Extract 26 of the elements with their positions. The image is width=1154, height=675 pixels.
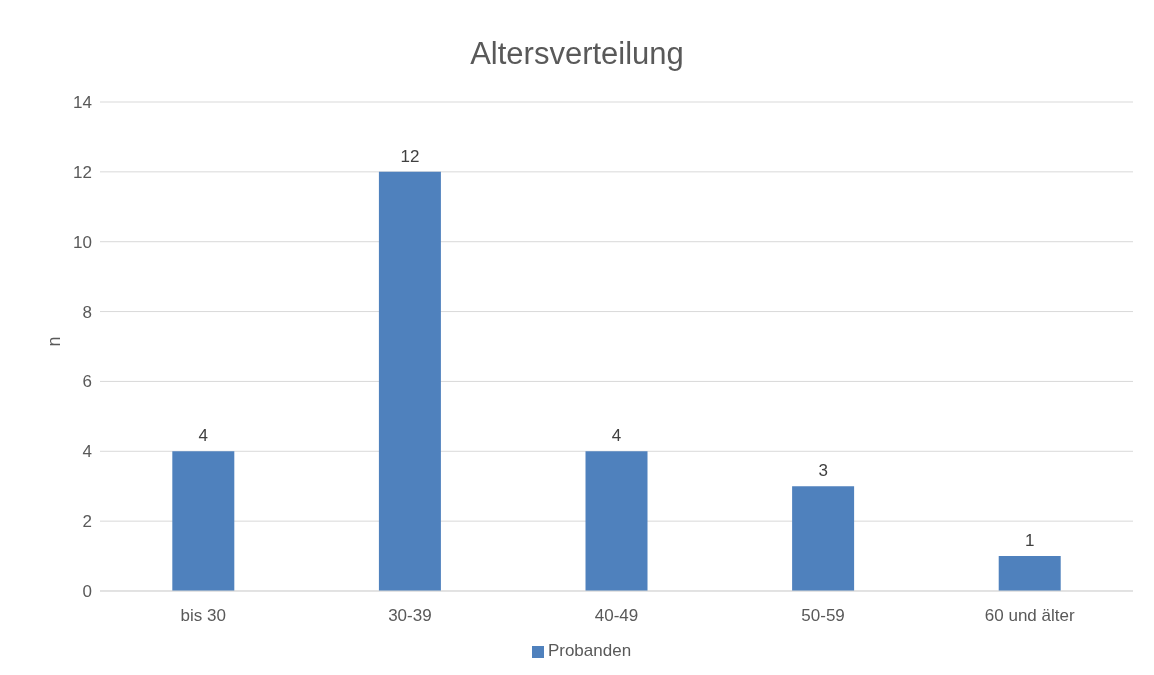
bar: [998, 556, 1061, 591]
data-label: 12: [400, 146, 420, 166]
x-tick-label: bis 30: [180, 606, 226, 626]
data-label: 4: [198, 426, 209, 446]
x-tick-label: 60 und älter: [984, 606, 1075, 626]
legend-label: Probanden: [547, 641, 632, 660]
x-tick-label: 50-59: [801, 606, 845, 626]
y-tick-label: 14: [73, 93, 92, 113]
y-tick-label: 6: [82, 372, 92, 392]
bar: [585, 451, 648, 591]
y-tick-label: 8: [82, 302, 92, 322]
y-tick-label: 10: [73, 232, 92, 252]
chart-title: Altersverteilung: [469, 36, 685, 72]
y-axis-title: n: [44, 336, 65, 347]
y-tick-label: 4: [82, 442, 92, 462]
bar: [792, 486, 855, 591]
data-label: 4: [611, 426, 622, 446]
y-tick-label: 12: [73, 162, 92, 182]
x-tick-label: 40-49: [594, 606, 639, 626]
y-tick-label: 2: [82, 512, 92, 532]
bar: [172, 451, 235, 591]
bar: [378, 171, 441, 591]
y-tick-label: 0: [82, 582, 92, 602]
x-tick-label: 30-39: [388, 606, 432, 626]
data-label: 3: [818, 461, 828, 481]
data-label: 1: [1024, 531, 1035, 551]
